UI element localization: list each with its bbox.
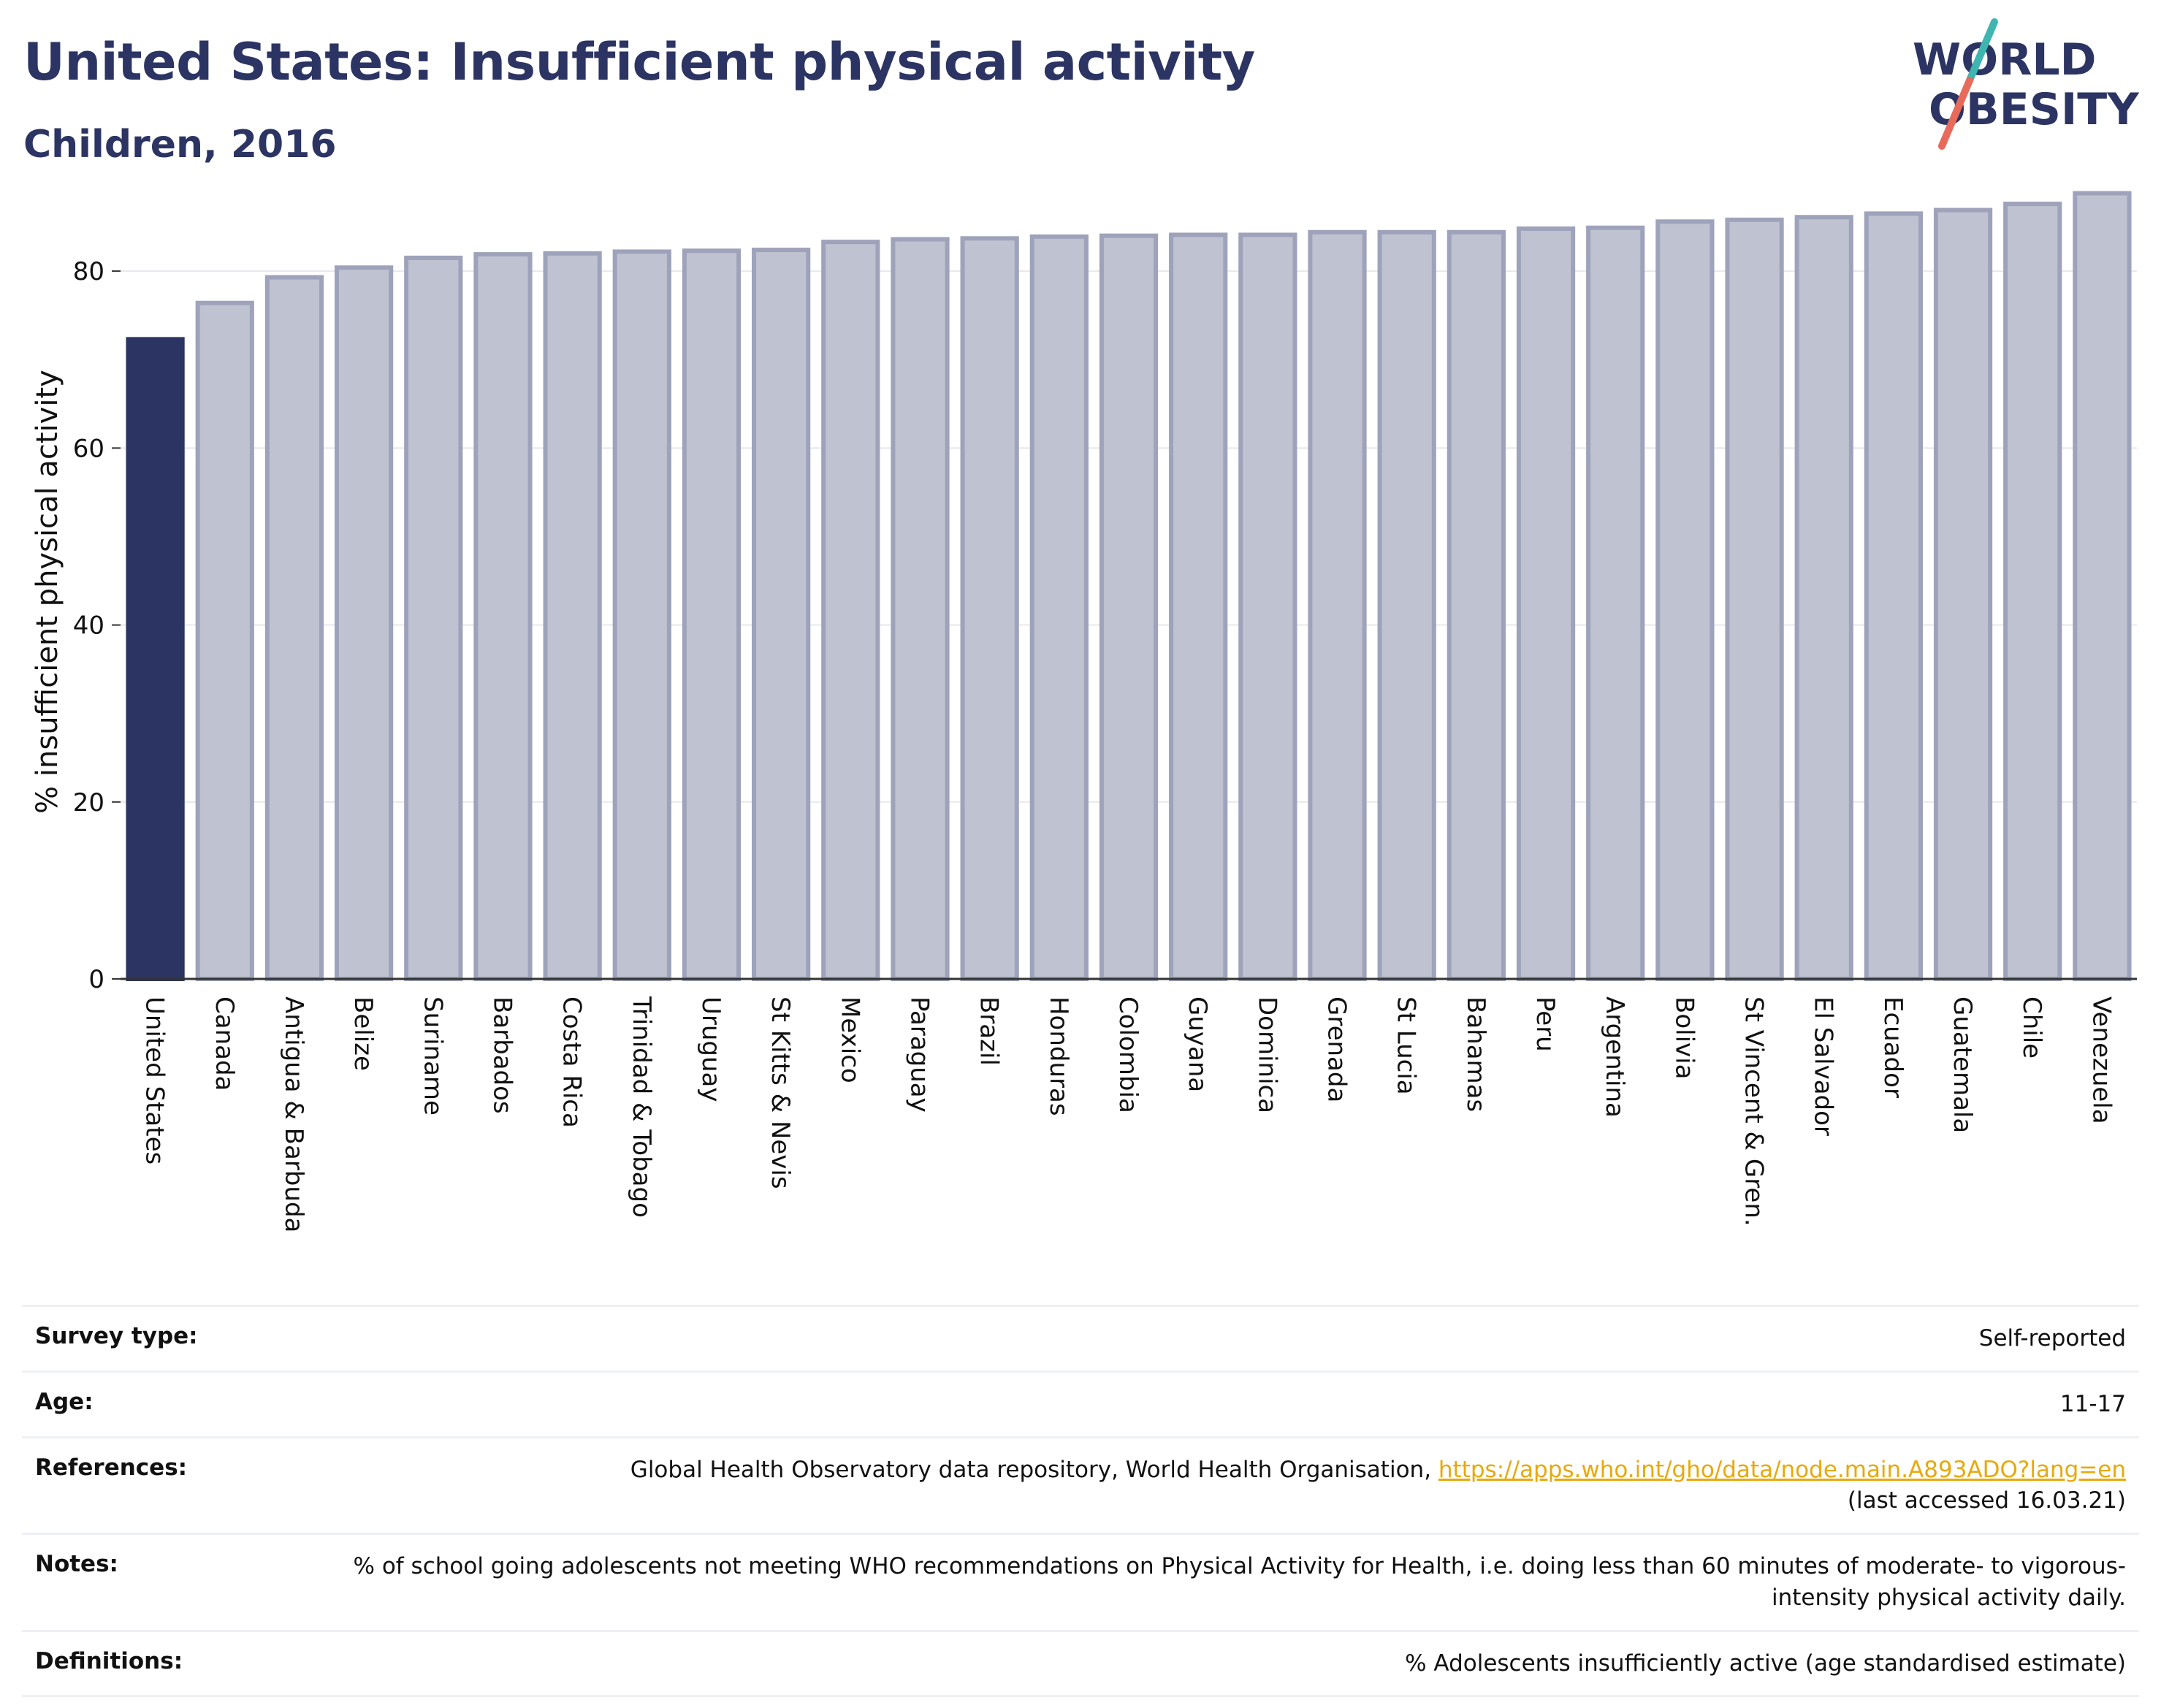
x-tick-label: Suriname [418, 996, 447, 1116]
x-tick-label: Venezuela [2086, 996, 2116, 1124]
x-tick-label: Bahamas [1461, 996, 1490, 1112]
y-tick-label: 0 [88, 965, 104, 994]
x-tick-label: Costa Rica [557, 996, 587, 1128]
y-tick-label: 40 [73, 611, 104, 641]
logo-teal-stroke [1966, 18, 1998, 84]
bar-ecuador [1864, 211, 1924, 981]
references-label: References: [35, 1454, 188, 1481]
x-tick-label: El Salvador [1809, 996, 1838, 1136]
x-tick-label: Guyana [1183, 996, 1212, 1092]
x-tick-label: Peru [1531, 996, 1560, 1052]
x-tick-label: St Kitts & Nevis [766, 996, 795, 1189]
bar-st-vincent-gren- [1725, 217, 1784, 981]
references-value: Global Health Observatory data repositor… [311, 1437, 2139, 1534]
bar-peru [1516, 226, 1576, 981]
world-obesity-logo: WORLD OBESITY [1913, 18, 2140, 150]
references-link[interactable]: https://apps.who.int/gho/data/node.main.… [1438, 1456, 2126, 1483]
bar-honduras [1029, 234, 1089, 981]
info-table: Survey type: Self-reported Age: 11-17 Re… [22, 1305, 2139, 1697]
survey-type-label: Survey type: [35, 1323, 198, 1349]
x-tick-label: Colombia [1113, 996, 1143, 1113]
x-tick-label: Antigua & Barbuda [279, 996, 308, 1232]
x-tick-label: Uruguay [696, 996, 725, 1102]
x-tick-label: Honduras [1044, 996, 1073, 1116]
definitions-label: Definitions: [35, 1647, 183, 1674]
bar-united-states [126, 337, 185, 982]
bar-grenada [1308, 229, 1367, 982]
x-tick-label: Bolivia [1669, 996, 1699, 1079]
category-labels: United States Canada Antigua & Barbuda Beli… [140, 996, 2116, 1232]
bar-dominica [1238, 232, 1297, 981]
notes-label: Notes: [35, 1551, 118, 1578]
bar-trinidad-tobago [612, 249, 671, 981]
bar-guyana [1169, 232, 1228, 981]
x-tick-label: Belize [348, 996, 378, 1071]
survey-type-value: Self-reported [1978, 1325, 2126, 1351]
x-tick-label: United States [140, 996, 169, 1164]
x-tick-label: Guatemala [1948, 996, 1977, 1133]
y-tick-label: 60 [73, 434, 104, 463]
bar-mexico [821, 240, 880, 981]
x-tick-label: Mexico [835, 996, 864, 1083]
x-tick-label: Dominica [1252, 996, 1281, 1113]
y-axis-label: % insufficient physical activity [31, 370, 64, 814]
logo-coral-stroke [1938, 77, 1973, 150]
x-tick-label: Trinidad & Tobago [627, 996, 656, 1218]
bar-st-lucia [1377, 229, 1436, 982]
x-tick-label: St Vincent & Gren. [1739, 996, 1769, 1227]
bar-canada [195, 300, 254, 981]
definitions-value: % Adolescents insufficiently active (age… [1405, 1650, 2126, 1677]
x-tick-label: Chile [2017, 996, 2046, 1059]
age-value: 11-17 [2059, 1390, 2126, 1417]
info-row-notes: Notes: % of school going adolescents not… [22, 1533, 2139, 1631]
references-accessed: (last accessed 16.03.21) [1847, 1487, 2126, 1514]
bar-uruguay [682, 248, 742, 981]
bar-chile [2003, 202, 2062, 982]
bar-guatemala [1933, 207, 1993, 981]
y-tick-label: 20 [73, 788, 104, 817]
bar-st-kitts-nevis [752, 248, 811, 981]
bar-suriname [404, 255, 463, 981]
axes: 0 20 40 60 80 [73, 257, 2137, 994]
bar-venezuela [2073, 191, 2132, 981]
x-tick-label: Grenada [1322, 996, 1352, 1102]
bar-costa-rica [543, 251, 602, 981]
bars [126, 191, 2132, 982]
page-subtitle: Children, 2016 [23, 123, 337, 167]
bar-chart: 0 20 40 60 80 United States Canada Antigua & B… [31, 191, 2137, 1232]
age-label: Age: [35, 1388, 94, 1415]
x-tick-label: Canada [210, 996, 239, 1091]
references-text: Global Health Observatory data repositor… [630, 1456, 1438, 1483]
x-tick-label: Barbados [487, 996, 517, 1114]
info-row-definitions: Definitions: % Adolescents insufficientl… [22, 1631, 2139, 1696]
page-title: United States: Insufficient physical act… [23, 32, 1255, 92]
bar-paraguay [891, 237, 950, 981]
x-tick-label: Paraguay [904, 996, 934, 1113]
x-tick-label: Argentina [1600, 996, 1629, 1118]
bar-belize [334, 265, 394, 981]
svg-text:WORLD: WORLD [1913, 34, 2096, 85]
bar-bahamas [1447, 229, 1506, 982]
bar-antigua-barbuda [264, 275, 324, 982]
info-row-age: Age: 11-17 [22, 1371, 2139, 1437]
notes-value: % of school going adolescents not meetin… [353, 1553, 2126, 1611]
bar-bolivia [1655, 219, 1715, 981]
x-tick-label: Ecuador [1878, 996, 1907, 1098]
bar-colombia [1099, 233, 1159, 981]
x-tick-label: Brazil [975, 996, 1004, 1066]
bar-argentina [1586, 225, 1645, 981]
bar-brazil [960, 236, 1019, 981]
bar-barbados [473, 252, 533, 982]
bar-el-salvador [1794, 215, 1853, 982]
info-row-survey-type: Survey type: Self-reported [22, 1305, 2139, 1372]
y-tick-label: 80 [73, 257, 104, 286]
x-tick-label: St Lucia [1392, 996, 1421, 1095]
info-row-references: References: Global Health Observatory da… [22, 1437, 2139, 1534]
